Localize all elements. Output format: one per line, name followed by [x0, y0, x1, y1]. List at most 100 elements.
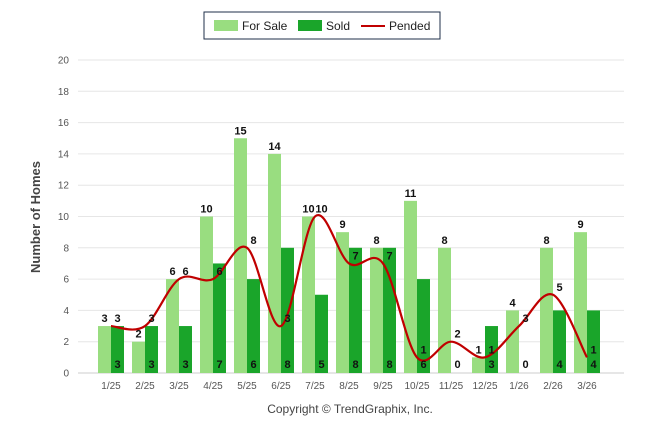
data-label-sold: 0	[454, 359, 460, 371]
data-label-sold: 3	[182, 359, 188, 371]
data-label-sold: 3	[114, 359, 120, 371]
bar-for-sale	[438, 247, 451, 373]
y-tick-label: 0	[63, 369, 69, 380]
bar-for-sale	[234, 138, 247, 373]
x-tick-label: 7/25	[305, 381, 325, 392]
y-tick-label: 14	[58, 149, 70, 160]
x-tick-label: 8/25	[339, 381, 359, 392]
data-label-pended: 2	[454, 329, 460, 341]
data-label-pended: 3	[148, 313, 154, 325]
data-label-sold: 3	[488, 359, 494, 371]
data-label-for-sale: 9	[339, 219, 345, 231]
data-label-pended: 1	[420, 344, 426, 356]
bar-for-sale	[540, 247, 553, 373]
bar-for-sale	[166, 279, 179, 373]
data-label-pended: 8	[250, 235, 256, 247]
data-label-sold: 8	[386, 359, 392, 371]
data-label-for-sale: 1	[475, 344, 481, 356]
legend-swatch-sold	[298, 20, 322, 31]
y-axis-label: Number of Homes	[28, 161, 43, 273]
data-label-pended: 6	[182, 266, 188, 278]
data-label-sold: 8	[284, 359, 290, 371]
bar-for-sale	[404, 200, 417, 373]
bar-for-sale	[336, 232, 349, 373]
bar-for-sale	[98, 326, 111, 373]
data-label-for-sale: 8	[543, 235, 549, 247]
data-label-for-sale: 2	[135, 329, 141, 341]
bar-sold	[281, 247, 294, 373]
copyright-text: Copyright © TrendGraphix, Inc.	[267, 402, 433, 416]
bars	[98, 138, 600, 373]
data-label-for-sale: 8	[441, 235, 447, 247]
bar-for-sale	[506, 310, 519, 373]
y-tick-label: 12	[58, 181, 70, 192]
x-tick-label: 12/25	[472, 381, 497, 392]
legend-label-for-sale: For Sale	[242, 19, 288, 33]
data-label-pended: 5	[556, 282, 562, 294]
bar-sold	[247, 279, 260, 373]
x-tick-label: 2/26	[543, 381, 563, 392]
data-label-sold: 6	[250, 359, 256, 371]
data-label-pended: 6	[216, 266, 222, 278]
data-label-sold: 7	[216, 359, 222, 371]
data-label-pended: 7	[352, 250, 358, 262]
data-label-for-sale: 3	[101, 313, 107, 325]
bar-sold	[485, 326, 498, 373]
data-label-for-sale: 4	[509, 297, 516, 309]
data-label-sold: 8	[352, 359, 358, 371]
data-label-pended: 7	[386, 250, 392, 262]
legend-label-pended: Pended	[389, 19, 430, 33]
y-tick-label: 18	[58, 87, 70, 98]
bar-sold	[315, 294, 328, 373]
bar-for-sale	[200, 216, 213, 373]
data-label-for-sale: 15	[234, 125, 246, 137]
x-tick-label: 3/25	[169, 381, 189, 392]
y-tick-label: 2	[63, 337, 69, 348]
x-tick-label: 1/26	[509, 381, 529, 392]
data-label-for-sale: 10	[200, 204, 212, 216]
bar-for-sale	[302, 216, 315, 373]
x-tick-label: 6/25	[271, 381, 291, 392]
y-tick-label: 8	[63, 243, 69, 254]
x-tick-label: 3/26	[577, 381, 597, 392]
data-label-sold: 0	[522, 359, 528, 371]
legend-label-sold: Sold	[326, 19, 350, 33]
x-tick-label: 5/25	[237, 381, 257, 392]
legend-swatch-for-sale	[214, 20, 238, 31]
bar-sold	[587, 310, 600, 373]
bar-sold	[179, 326, 192, 373]
bar-sold	[417, 279, 430, 373]
y-tick-label: 20	[58, 56, 70, 67]
data-label-pended: 3	[284, 313, 290, 325]
data-label-sold: 5	[318, 359, 324, 371]
bar-for-sale	[370, 247, 383, 373]
x-tick-labels: 1/25 2/25 3/25 4/25 5/25 6/25 7/25 8/25 9/25 10/2…	[101, 381, 597, 392]
bar-sold	[553, 310, 566, 373]
bar-for-sale	[132, 341, 145, 373]
data-label-for-sale: 11	[405, 188, 417, 200]
data-label-for-sale: 10	[302, 204, 314, 216]
x-tick-label: 4/25	[203, 381, 223, 392]
bar-for-sale	[472, 357, 485, 373]
x-tick-label: 10/25	[404, 381, 429, 392]
data-label-pended: 10	[315, 204, 327, 216]
data-label-sold: 4	[590, 359, 597, 371]
y-tick-label: 10	[58, 212, 70, 223]
data-label-sold: 3	[148, 359, 154, 371]
x-tick-label: 9/25	[373, 381, 393, 392]
bar-for-sale	[268, 153, 281, 373]
bar-sold	[383, 247, 396, 373]
x-tick-label: 1/25	[101, 381, 121, 392]
data-label-pended: 1	[590, 344, 596, 356]
y-tick-label: 6	[63, 275, 69, 286]
legend: For Sale Sold Pended	[203, 11, 441, 40]
bar-sold	[213, 263, 226, 373]
data-label-for-sale: 14	[268, 141, 281, 153]
data-label-pended: 3	[114, 313, 120, 325]
data-label-sold: 6	[420, 359, 426, 371]
data-labels: 3332336361076156814831051098788711618021…	[101, 125, 597, 371]
bar-sold	[145, 326, 158, 373]
data-label-pended: 1	[488, 344, 494, 356]
data-label-pended: 3	[522, 313, 528, 325]
